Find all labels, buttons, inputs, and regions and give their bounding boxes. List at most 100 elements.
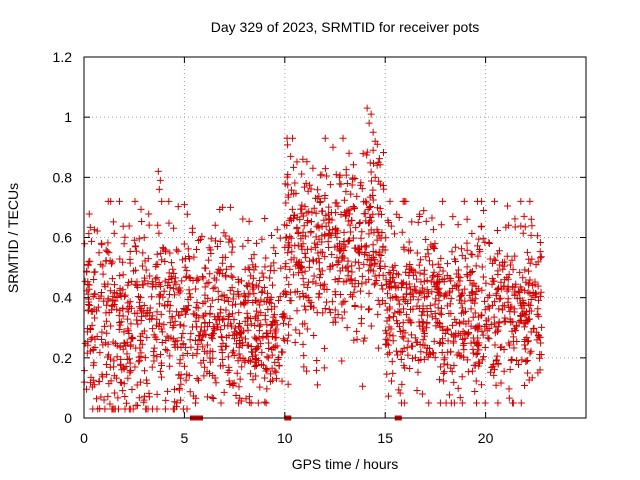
data-point [199,343,207,351]
data-point [322,222,330,230]
data-point [536,254,544,262]
data-point [329,261,337,269]
data-point [385,284,393,292]
data-point [396,327,404,335]
data-point [119,304,127,312]
data-point [303,219,311,227]
data-point [272,316,280,324]
data-point [381,262,389,270]
data-point [206,354,214,362]
data-point [360,260,368,268]
data-point [183,349,191,357]
data-point [285,331,293,339]
data-point [448,321,456,329]
data-point [343,179,351,187]
data-point [216,237,224,245]
data-point [180,240,188,248]
data-point [398,333,406,341]
data-point [243,309,251,317]
data-point [396,300,404,308]
data-point [317,248,325,256]
data-point [288,205,296,213]
data-point [346,206,354,214]
data-point [491,298,499,306]
data-point [440,292,448,300]
data-point [320,344,328,352]
data-point [356,287,364,295]
data-point [403,344,411,352]
data-point [282,199,290,207]
data-point [423,286,431,294]
data-point [121,233,129,241]
data-point [298,268,306,276]
data-point [315,255,323,263]
data-point [400,295,408,303]
data-point [127,320,135,328]
data-point [180,201,188,209]
data-point [176,359,184,367]
data-point [447,330,455,338]
data-point [475,346,483,354]
data-point [474,242,482,250]
data-point [183,405,191,413]
data-point [117,360,125,368]
data-point [169,324,177,332]
data-point [179,351,187,359]
data-point [283,221,291,229]
data-point [279,310,287,318]
data-point [361,334,369,342]
data-point [224,315,232,323]
data-point [452,243,460,251]
data-point [505,385,513,393]
data-point [431,300,439,308]
data-point [400,334,408,342]
data-point [274,355,282,363]
tick-labels-layer: 0 0.2 0.4 0.6 0.8 1 1.2 0 5 10 15 20 [53,49,494,446]
data-point [247,399,255,407]
data-point [494,328,502,336]
data-point [477,381,485,389]
data-point [348,268,356,276]
data-point [490,371,498,379]
data-point [359,382,367,390]
data-point [512,280,520,288]
data-point [136,293,144,301]
data-point [339,134,347,142]
data-point [114,405,122,413]
data-point [478,197,486,205]
data-point [81,240,89,248]
data-point [263,330,271,338]
data-point [209,348,217,356]
data-point [239,242,247,250]
data-point [303,158,311,166]
data-point [300,352,308,360]
data-point [423,305,431,313]
y-tick-label: 0 [64,410,72,426]
data-point [422,235,430,243]
data-point [83,349,91,357]
data-point [528,222,536,230]
data-point [485,291,493,299]
data-point [224,369,232,377]
data-point [110,229,118,237]
data-point [505,303,513,311]
data-point [337,211,345,219]
data-point [96,349,104,357]
data-point [298,170,306,178]
data-point [142,376,150,384]
data-point [389,369,397,377]
data-point [102,317,110,325]
data-point [307,229,315,237]
data-point [366,193,374,201]
data-point [498,343,506,351]
data-point [453,351,461,359]
data-point [481,399,489,407]
data-point [440,369,448,377]
data-point [122,399,130,407]
data-point [326,265,334,273]
data-point [366,159,374,167]
data-point [484,303,492,311]
data-point [293,158,301,166]
data-point [106,287,114,295]
data-point [451,281,459,289]
